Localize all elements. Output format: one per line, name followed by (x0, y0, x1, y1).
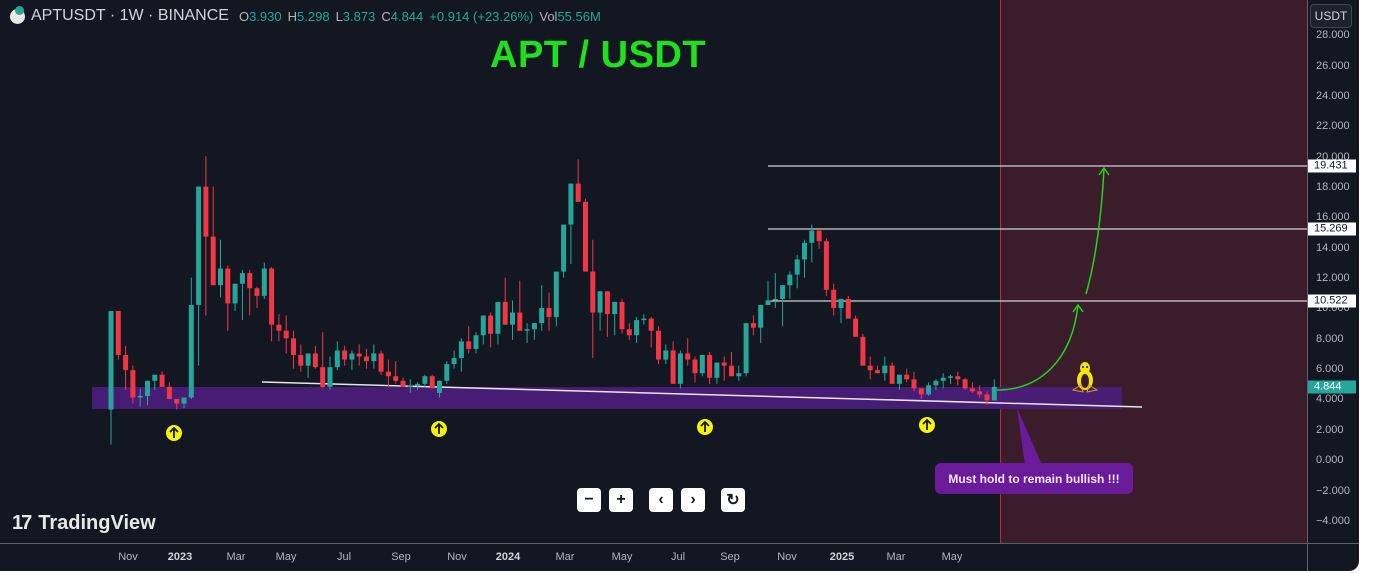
low-value: 3.873 (342, 8, 376, 24)
scroll-left-button[interactable]: ‹ (649, 488, 673, 512)
chart-canvas (92, 156, 1307, 465)
time-tick: May (941, 551, 963, 563)
open-value: 3.930 (249, 8, 282, 24)
price-tick: 0.000 (1316, 454, 1344, 466)
price-tick: 28.000 (1316, 29, 1350, 41)
projection-arrow-2 (1085, 167, 1105, 295)
callout-pointer (1017, 408, 1042, 465)
close-value: 4.844 (390, 8, 424, 24)
price-label-level-2: 15.269 (1308, 222, 1356, 236)
price-label-level-3: 10.522 (1308, 294, 1356, 308)
price-tick: 14.000 (1316, 242, 1350, 254)
price-tick: 16.000 (1316, 211, 1350, 223)
price-tick: 2.000 (1316, 424, 1344, 436)
price-tick: 6.000 (1316, 363, 1344, 375)
price-axis[interactable] (1307, 0, 1359, 543)
volume-key: Vol (539, 8, 558, 24)
candlestick-series (108, 156, 997, 445)
change-value: +0.914 (+23.26%) (429, 8, 534, 24)
arrow-up-icon (697, 419, 713, 435)
arrow-up-icon (431, 421, 447, 437)
axis-corner (1307, 543, 1359, 571)
current-time-marker (1000, 0, 1001, 543)
support-zone (92, 387, 1122, 409)
price-tick: 8.000 (1316, 333, 1344, 345)
reset-button[interactable]: ↻ (721, 488, 745, 512)
price-tick: 26.000 (1316, 60, 1350, 72)
penguin-icon (1071, 362, 1099, 393)
time-tick: 2025 (829, 551, 855, 563)
chart-pane[interactable]: APTUSDT · 1W · BINANCE O 3.930 H 5.298 L… (0, 0, 1307, 543)
time-tick: Jul (670, 551, 686, 563)
current-price-label: 4.844 (1308, 380, 1356, 394)
time-tick: Mar (886, 551, 906, 563)
price-tick: 12.000 (1316, 272, 1350, 284)
tradingview-logo[interactable]: 17 TradingView (12, 512, 156, 535)
price-label-level-1: 19.431 (1308, 159, 1356, 173)
high-key: H (287, 8, 298, 24)
low-key: L (335, 8, 343, 24)
arrow-up-icon (166, 425, 182, 441)
currency-unit-button[interactable]: USDT (1310, 4, 1352, 28)
time-tick: Nov (447, 551, 467, 563)
time-tick: 2024 (495, 551, 521, 563)
price-tick: 4.000 (1316, 393, 1344, 405)
time-tick: Sep (391, 551, 411, 563)
time-tick: Jul (336, 551, 352, 563)
open-key: O (238, 8, 250, 24)
time-tick: Nov (118, 551, 138, 563)
symbol-title[interactable]: APTUSDT · 1W · BINANCE (31, 7, 229, 24)
time-tick: Mar (555, 551, 575, 563)
zoom-out-button[interactable]: − (577, 488, 601, 512)
high-value: 5.298 (297, 8, 330, 24)
time-tick: May (275, 551, 297, 563)
future-projection-zone (1000, 0, 1307, 543)
price-tick: 22.000 (1316, 120, 1350, 132)
time-axis[interactable] (0, 543, 1307, 571)
symbol-legend: APTUSDT · 1W · BINANCE O 3.930 H 5.298 L… (10, 5, 607, 26)
arrow-up-icon (919, 417, 935, 433)
zoom-in-button[interactable]: + (609, 488, 633, 512)
time-tick: Mar (226, 551, 246, 563)
price-tick: 24.000 (1316, 90, 1350, 102)
projection-arrow-1 (996, 304, 1079, 391)
time-tick: Nov (777, 551, 797, 563)
time-tick: May (611, 551, 633, 563)
tradingview-name: TradingView (38, 512, 156, 534)
time-tick: 2023 (167, 551, 193, 563)
close-key: C (381, 8, 391, 24)
price-tick: −4.000 (1316, 515, 1350, 527)
price-tick: −2.000 (1316, 485, 1350, 497)
volume-value: 55.56M (557, 8, 601, 24)
scroll-right-button[interactable]: › (681, 488, 705, 512)
chart-title: APT / USDT (490, 34, 707, 76)
callout-note[interactable]: Must hold to remain bullish !!! (935, 463, 1133, 494)
symbol-logo-icon (10, 5, 25, 24)
price-tick: 18.000 (1316, 181, 1350, 193)
time-tick: Sep (720, 551, 740, 563)
tradingview-mark-icon: 17 (12, 512, 32, 534)
